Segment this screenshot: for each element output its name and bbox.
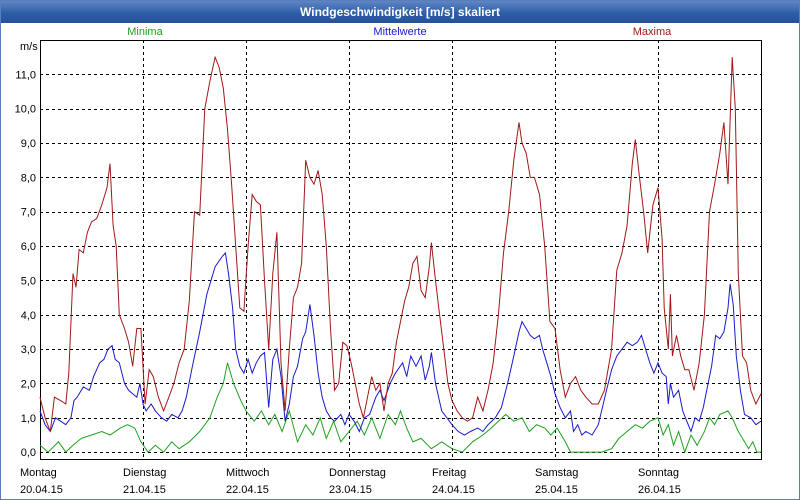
y-tick-label: 10,0 — [15, 104, 36, 116]
y-tick-label: 0,0 — [21, 447, 36, 459]
x-tick-day-label: Freitag — [432, 467, 466, 479]
series-line-maxima — [39, 55, 762, 432]
y-tick-label: 4,0 — [21, 310, 36, 322]
plot-area-frame — [40, 40, 762, 460]
x-tick-day-label: Montag — [20, 467, 57, 479]
window-title-bar: Windgeschwindigkeit [m/s] skaliert — [1, 1, 799, 23]
x-tick-day-label: Samstag — [535, 467, 578, 479]
y-tick-label: 11,0 — [15, 69, 36, 81]
y-tick-label: 8,0 — [21, 172, 36, 184]
y-axis: m/s 0,0 1,0 2,0 3,0 4,0 5,0 6,0 7,0 8,0 9,0 10,0 11,… — [15, 41, 39, 459]
x-tick-day-label: Mittwoch — [226, 467, 269, 479]
series-line-mittelwerte — [39, 251, 762, 436]
legend-minima: Minima — [127, 26, 163, 38]
y-tick-label: 5,0 — [21, 275, 36, 287]
grid — [40, 40, 761, 459]
y-tick-label: 7,0 — [21, 207, 36, 219]
x-tick-day-label: Dienstag — [123, 467, 166, 479]
x-tick-date-label: 25.04.15 — [535, 484, 578, 496]
series-layer — [39, 55, 762, 454]
y-axis-unit-label: m/s — [20, 41, 38, 53]
x-tick-date-label: 22.04.15 — [226, 484, 269, 496]
y-tick-label: 6,0 — [21, 241, 36, 253]
x-tick-date-label: 21.04.15 — [123, 484, 166, 496]
x-tick-day-label: Sonntag — [638, 467, 679, 479]
legend-maxima: Maxima — [633, 26, 672, 38]
y-tick-label: 1,0 — [21, 413, 36, 425]
x-tick-date-label: 23.04.15 — [329, 484, 372, 496]
legend: Minima Mittelwerte Maxima — [127, 26, 672, 38]
series-line-minima — [39, 362, 761, 454]
y-tick-label: 3,0 — [21, 344, 36, 356]
x-tick-date-label: 24.04.15 — [432, 484, 475, 496]
x-tick-day-label: Donnerstag — [329, 467, 386, 479]
x-axis: Montag 20.04.15 Dienstag 21.04.15 Mittwoch 22… — [20, 467, 681, 496]
y-tick-label: 9,0 — [21, 138, 36, 150]
x-tick-date-label: 20.04.15 — [20, 484, 63, 496]
y-tick-label: 2,0 — [21, 378, 36, 390]
legend-mittelwerte: Mittelwerte — [373, 26, 426, 38]
x-tick-date-label: 26.04.15 — [638, 484, 681, 496]
